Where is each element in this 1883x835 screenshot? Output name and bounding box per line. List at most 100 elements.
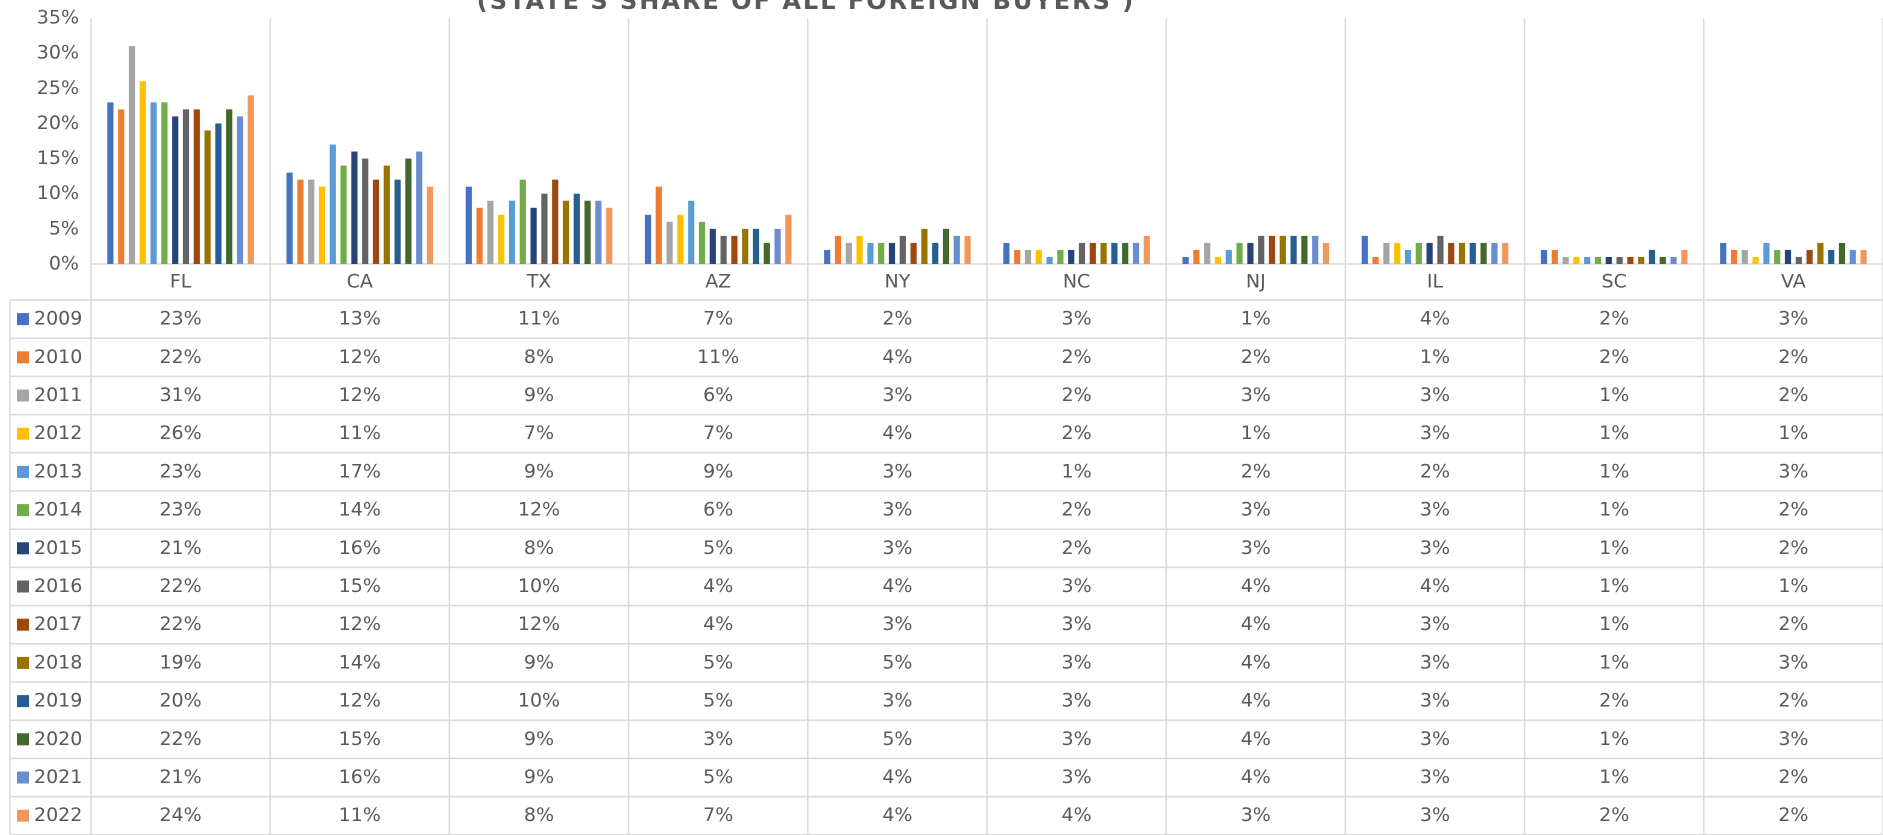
- table-cell: 2%: [1062, 422, 1092, 444]
- bar: [139, 81, 146, 264]
- bar: [1659, 256, 1666, 264]
- bar: [128, 46, 136, 264]
- bar: [1322, 242, 1330, 264]
- table-cell: 3%: [1241, 499, 1271, 521]
- legend-label: 2018: [34, 651, 82, 673]
- table-cell: 24%: [159, 804, 201, 826]
- bar: [1817, 242, 1824, 264]
- bar: [666, 221, 673, 264]
- table-cell: 1%: [1599, 728, 1629, 750]
- bar: [1078, 242, 1086, 264]
- table-cell: 7%: [703, 308, 733, 330]
- table-cell: 8%: [524, 804, 554, 826]
- table-cell: 12%: [339, 690, 381, 712]
- y-tick-label: 25%: [37, 77, 79, 99]
- table-cell: 3%: [882, 460, 912, 482]
- table-cell: 1%: [1241, 422, 1271, 444]
- table-cell: 1%: [1599, 537, 1629, 559]
- legend-key: [17, 389, 29, 402]
- bar: [1236, 242, 1243, 264]
- table-cell: 23%: [159, 460, 201, 482]
- legend-label: 2010: [34, 346, 82, 368]
- bar: [1860, 249, 1867, 264]
- table-cell: 4%: [1241, 651, 1271, 673]
- table-cell: 4%: [1241, 575, 1271, 597]
- table-cell: 12%: [339, 384, 381, 406]
- bar: [1648, 249, 1656, 264]
- bar: [1394, 242, 1401, 264]
- legend-key: [17, 504, 29, 517]
- bar: [552, 179, 559, 264]
- bar: [1763, 242, 1770, 264]
- table-cell: 3%: [703, 728, 733, 750]
- table-cell: 1%: [1599, 651, 1629, 673]
- table-cell: 2%: [1420, 460, 1450, 482]
- table-cell: 3%: [882, 384, 912, 406]
- table-cell: 5%: [882, 651, 912, 673]
- table-cell: 1%: [1241, 308, 1271, 330]
- table-cell: 2%: [1062, 537, 1092, 559]
- chart-title: (STATE'S SHARE OF ALL FOREIGN BUYERS ): [477, 0, 1135, 15]
- bar: [1193, 249, 1200, 264]
- legend-key: [17, 542, 29, 555]
- bar: [394, 179, 401, 264]
- table-cell: 21%: [159, 537, 201, 559]
- bar: [1014, 249, 1021, 264]
- table-cell: 17%: [339, 460, 381, 482]
- legend-label: 2012: [34, 422, 82, 444]
- table-cell: 3%: [1420, 422, 1450, 444]
- bar: [204, 130, 211, 264]
- bar: [1214, 256, 1222, 264]
- table-cell: 4%: [1241, 613, 1271, 635]
- legend-key: [17, 809, 29, 822]
- table-cell: 5%: [703, 651, 733, 673]
- table-cell: 4%: [882, 422, 912, 444]
- table-cell: 15%: [339, 575, 381, 597]
- bar: [595, 200, 602, 264]
- bar: [1638, 256, 1645, 264]
- bar: [867, 242, 874, 264]
- bar: [1752, 256, 1759, 264]
- legend-key: [17, 771, 29, 784]
- table-cell: 9%: [524, 766, 554, 788]
- bar: [932, 242, 939, 264]
- bar: [426, 186, 434, 264]
- table-cell: 2%: [1062, 346, 1092, 368]
- bar: [1828, 249, 1835, 264]
- bar: [247, 95, 254, 264]
- y-tick-label: 0%: [49, 253, 79, 275]
- bar: [1361, 235, 1368, 264]
- bar: [1225, 249, 1232, 264]
- x-tick-label: NY: [884, 271, 910, 293]
- bar: [1502, 242, 1509, 264]
- table-cell: 2%: [1778, 766, 1808, 788]
- table-cell: 3%: [1062, 728, 1092, 750]
- table-cell: 3%: [1420, 651, 1450, 673]
- x-tick-label: FL: [170, 271, 192, 293]
- table-cell: 3%: [1778, 460, 1808, 482]
- bar: [1480, 242, 1487, 264]
- table-cell: 3%: [1062, 690, 1092, 712]
- table-cell: 2%: [1599, 308, 1629, 330]
- table-cell: 1%: [1599, 766, 1629, 788]
- bar: [899, 235, 906, 264]
- table-cell: 11%: [339, 422, 381, 444]
- x-tick-label: IL: [1427, 271, 1444, 293]
- table-cell: 3%: [1062, 308, 1092, 330]
- bar: [1448, 242, 1455, 264]
- table-cell: 2%: [1599, 804, 1629, 826]
- bar: [383, 165, 390, 264]
- bar: [182, 109, 190, 264]
- bar: [530, 207, 537, 264]
- legend-key: [17, 695, 29, 708]
- table-cell: 12%: [339, 613, 381, 635]
- legend-label: 2014: [34, 499, 82, 521]
- bar: [318, 186, 326, 264]
- table-cell: 3%: [1778, 651, 1808, 673]
- bar: [878, 242, 885, 264]
- table-cell: 4%: [1241, 728, 1271, 750]
- bar: [498, 214, 505, 264]
- bar: [1849, 249, 1856, 264]
- bar: [785, 214, 792, 264]
